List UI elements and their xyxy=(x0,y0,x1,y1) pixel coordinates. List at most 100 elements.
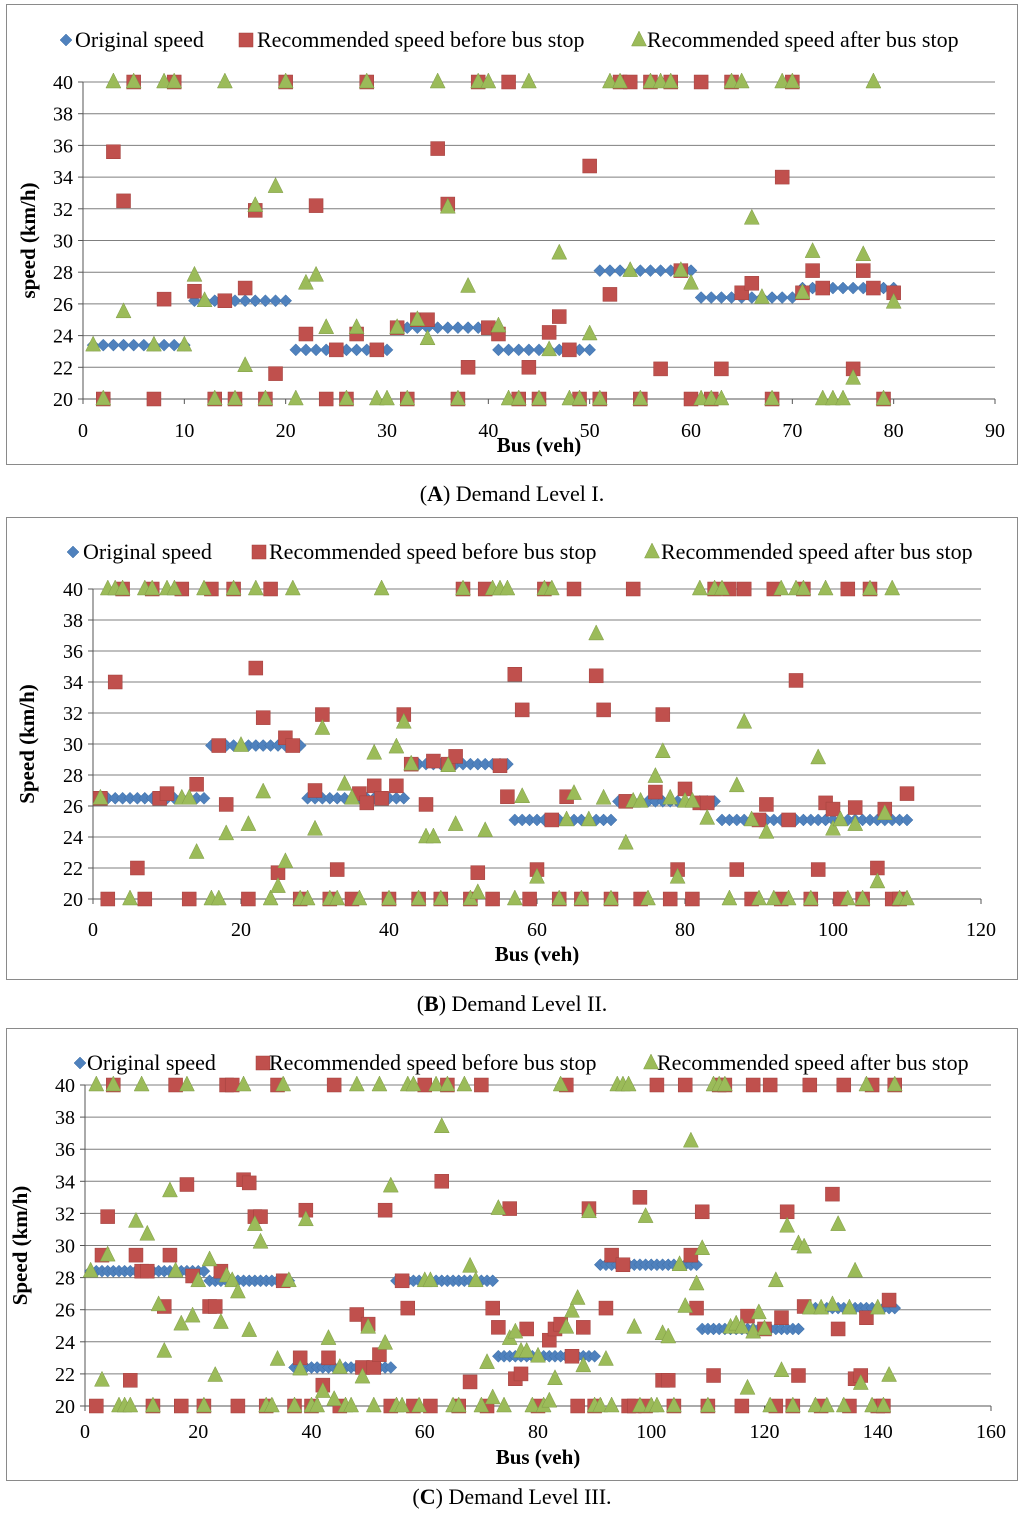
after-stop-point xyxy=(429,72,446,89)
after-stop-point xyxy=(845,368,862,385)
after-stop-point xyxy=(267,177,284,193)
x-tick-label: 40 xyxy=(302,1421,322,1443)
before-stop-point xyxy=(377,1202,393,1218)
original-speed-point xyxy=(512,343,526,357)
after-stop-point xyxy=(280,1271,297,1288)
after-stop-point xyxy=(854,889,871,906)
y-tick-label: 26 xyxy=(55,1300,75,1322)
after-stop-point xyxy=(864,1396,880,1413)
original-speed-point xyxy=(157,338,171,352)
after-stop-point xyxy=(92,788,109,805)
before-stop-point xyxy=(825,801,841,817)
after-stop-point xyxy=(343,1396,360,1413)
after-stop-point xyxy=(647,766,664,783)
after-stop-point xyxy=(354,1367,371,1384)
legend-marker-2 xyxy=(643,1053,659,1070)
after-stop-point xyxy=(299,889,316,906)
after-stop-point xyxy=(847,815,864,831)
before-stop-point xyxy=(774,169,790,185)
x-tick-label: 30 xyxy=(377,420,397,442)
before-stop-point xyxy=(519,1321,534,1337)
after-stop-point xyxy=(703,389,720,406)
before-stop-point xyxy=(107,674,123,690)
before-stop-point xyxy=(123,1373,138,1388)
after-stop-point xyxy=(750,1303,767,1320)
after-stop-point xyxy=(591,389,608,406)
after-stop-point xyxy=(85,335,102,352)
original-speed-point xyxy=(846,281,860,295)
before-stop-point xyxy=(736,581,752,597)
before-stop-point xyxy=(552,309,567,324)
after-stop-point xyxy=(196,1396,212,1413)
after-stop-point xyxy=(257,389,274,406)
after-stop-point xyxy=(450,1396,467,1413)
before-stop-point xyxy=(836,1077,852,1093)
original-speed-point xyxy=(588,1349,601,1363)
after-stop-point xyxy=(216,72,233,89)
after-stop-point xyxy=(425,827,442,844)
legend-marker-0 xyxy=(73,1056,87,1070)
original-speed-point xyxy=(604,813,618,827)
before-stop-point xyxy=(810,862,826,877)
after-stop-point xyxy=(839,889,856,906)
x-tick-label: 60 xyxy=(415,1421,435,1443)
after-stop-point xyxy=(794,283,811,300)
after-stop-point xyxy=(581,1202,597,1219)
x-tick-label: 90 xyxy=(985,420,1005,442)
after-stop-point xyxy=(810,748,827,765)
x-axis-label: Bus (veh) xyxy=(497,433,582,457)
legend-label: Original speed xyxy=(75,27,204,52)
after-stop-point xyxy=(654,742,671,758)
y-tick-label: 24 xyxy=(55,1332,75,1354)
after-stop-point xyxy=(207,1365,224,1382)
before-stop-point xyxy=(130,860,145,876)
after-stop-point xyxy=(575,1356,592,1373)
after-stop-point xyxy=(876,804,893,820)
before-stop-point xyxy=(653,361,668,377)
after-stop-point xyxy=(665,1396,682,1413)
after-stop-point xyxy=(773,1361,790,1377)
original-speed-point xyxy=(836,281,850,295)
y-tick-label: 40 xyxy=(53,72,73,94)
after-stop-point xyxy=(612,72,628,89)
legend-label: Original speed xyxy=(87,1050,216,1075)
before-stop-point xyxy=(263,581,278,597)
before-stop-point xyxy=(662,891,678,907)
after-stop-point xyxy=(683,273,699,290)
before-stop-point xyxy=(372,1347,387,1362)
after-stop-point xyxy=(784,1396,801,1413)
after-stop-point xyxy=(455,579,471,596)
after-stop-point xyxy=(227,389,243,406)
before-stop-point xyxy=(615,1257,631,1273)
original-speed-point xyxy=(715,291,728,304)
after-stop-point xyxy=(733,72,750,89)
after-stop-point xyxy=(176,335,193,352)
original-speed-point xyxy=(461,321,475,335)
original-speed-point xyxy=(279,294,293,308)
after-stop-point xyxy=(780,889,797,906)
original-speed-point xyxy=(96,338,110,352)
before-stop-point xyxy=(802,1077,818,1093)
before-stop-point xyxy=(522,891,537,907)
legend-marker-1 xyxy=(255,1055,271,1071)
before-stop-point xyxy=(588,668,604,684)
caption-a: (A) Demand Level I. xyxy=(419,481,605,506)
after-stop-point xyxy=(181,788,198,805)
after-stop-point xyxy=(344,788,360,805)
x-tick-label: 100 xyxy=(818,919,848,941)
after-stop-point xyxy=(403,754,420,771)
after-stop-point xyxy=(541,340,558,357)
after-stop-point xyxy=(292,1359,309,1376)
after-stop-point xyxy=(551,243,568,260)
after-stop-point xyxy=(518,1341,535,1358)
after-stop-point xyxy=(477,821,494,838)
after-stop-point xyxy=(862,579,878,596)
before-stop-point xyxy=(625,581,641,597)
after-stop-point xyxy=(394,1396,411,1413)
after-stop-point xyxy=(881,1365,897,1382)
original-speed-point xyxy=(397,791,411,805)
after-stop-point xyxy=(602,72,618,89)
after-stop-point xyxy=(558,1317,575,1334)
x-tick-label: 0 xyxy=(80,1421,90,1443)
